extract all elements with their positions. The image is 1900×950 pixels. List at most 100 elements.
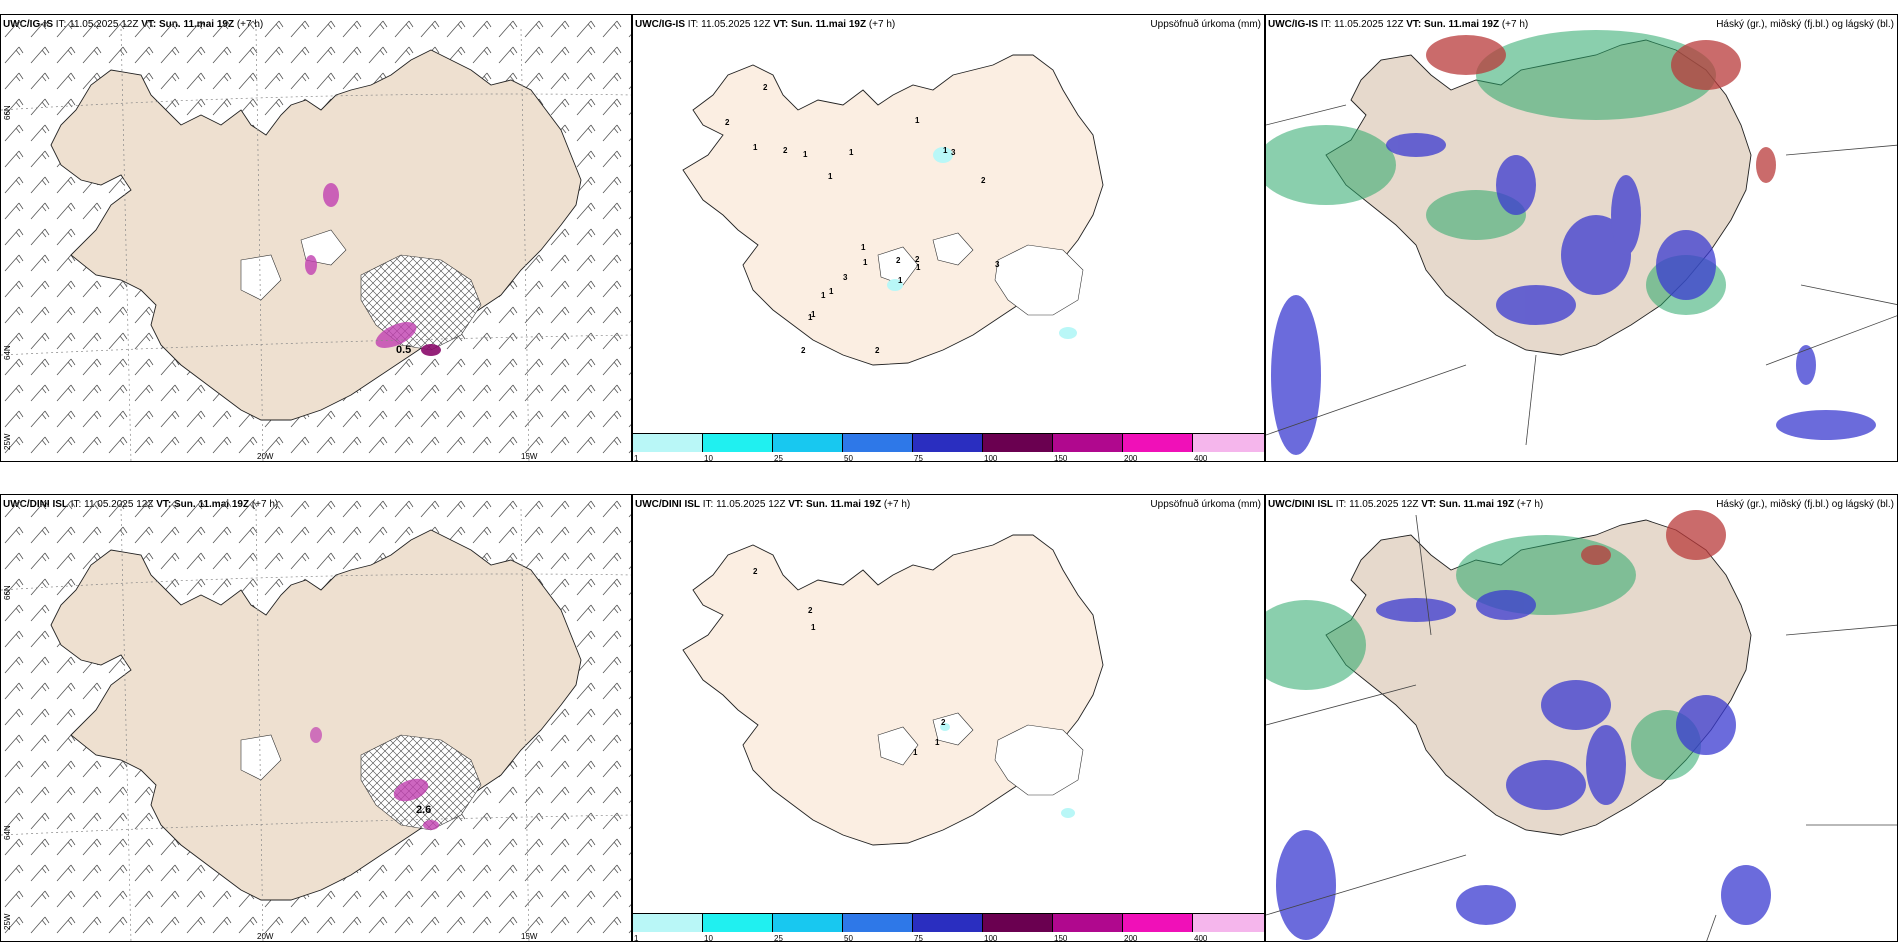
colorbar-tick-label: 200 — [1124, 934, 1138, 942]
colorbar-segment: 25 — [773, 434, 843, 461]
precip-patch — [423, 820, 439, 830]
accum-value-label: 1 — [935, 738, 940, 747]
lon-label: 20W — [257, 932, 274, 941]
cloud-panel-row2: UWC/DINI ISL IT: 11.05.2025 12Z VT: Sun.… — [1265, 494, 1898, 942]
model-name: UWC/IG-IS — [1268, 19, 1318, 30]
colorbar-segment: 1 — [633, 434, 703, 461]
glacier — [932, 712, 974, 746]
wind-map: 0.5 — [1, 15, 631, 461]
it-label: IT: — [1335, 499, 1347, 510]
init-time: 11.05.2025 12Z — [701, 19, 771, 30]
valid-time: Sun. 11.mai 19Z — [1424, 19, 1500, 30]
iceland-land — [682, 534, 1104, 846]
accum-value-label: 2 — [763, 83, 768, 92]
lon-label: 20W — [257, 452, 274, 461]
accum-value-label: 2 — [725, 118, 730, 127]
graticule — [1, 28, 631, 461]
iceland-land — [682, 54, 1104, 366]
accum-value-label: 2 — [808, 606, 813, 615]
precip-patch — [323, 183, 339, 207]
colorbar-segment: 100 — [983, 914, 1053, 941]
colorbar-segment: 200 — [1123, 434, 1193, 461]
precip-patch — [393, 778, 429, 802]
colorbar-tick-label: 400 — [1194, 934, 1208, 942]
graticule — [1266, 104, 1897, 446]
accum-value-label: 2 — [896, 256, 901, 265]
max-value-label: 0.5 — [396, 344, 411, 356]
colorbar-tick-label: 150 — [1054, 934, 1068, 942]
colorbar-tick-label: 75 — [914, 934, 923, 942]
glacier — [994, 724, 1084, 796]
glacier — [240, 254, 282, 301]
precip-patch — [421, 344, 441, 356]
precip-panel-row2: UWC/DINI ISL IT: 11.05.2025 12Z VT: Sun.… — [632, 494, 1265, 942]
valid-time: Sun. 11.mai 19Z — [806, 499, 882, 510]
init-time: 11.05.2025 12Z — [716, 499, 786, 510]
cloud-panel-row1: UWC/IG-IS IT: 11.05.2025 12Z VT: Sun. 11… — [1265, 14, 1898, 462]
model-name: UWC/IG-IS — [635, 19, 685, 30]
accum-value-label: 1 — [913, 748, 918, 757]
precip-patch — [305, 255, 317, 275]
accum-value-label: 1 — [943, 146, 948, 155]
lead-time: (+7 h) — [883, 499, 911, 510]
colorbar-tick-label: 10 — [704, 934, 713, 942]
wind-map: 2.6 — [1, 495, 631, 941]
accum-value-label: 1 — [916, 263, 921, 272]
lon-label: 15W — [521, 452, 538, 461]
precip-patch — [940, 723, 950, 731]
precip-patch — [310, 727, 322, 743]
colorbar-segment: 400 — [1193, 434, 1264, 461]
colorbar-segment: 10 — [703, 914, 773, 941]
accum-value-label: 3 — [843, 273, 848, 282]
vt-label: VT: — [788, 499, 804, 510]
lat-label: 66N — [3, 105, 12, 120]
high-cloud-layer — [1581, 510, 1726, 565]
accum-value-label: 1 — [811, 623, 816, 632]
accum-value-label: 1 — [808, 313, 813, 322]
lat-label: 66N — [3, 585, 12, 600]
colorbar-segment: 150 — [1053, 434, 1123, 461]
lat-label: 64N — [3, 825, 12, 840]
model-name: UWC/DINI ISL — [635, 499, 700, 510]
accum-value-label: 1 — [753, 143, 758, 152]
colorbar-tick-label: 10 — [704, 454, 713, 462]
accum-value-label: 1 — [828, 172, 833, 181]
accum-value-label: 2 — [875, 346, 880, 355]
panel-title: UWC/IG-IS IT: 11.05.2025 12Z VT: Sun. 11… — [1268, 19, 1528, 30]
colorbar-segment: 10 — [703, 434, 773, 461]
glacier — [932, 232, 974, 266]
panel-title: UWC/DINI ISL IT: 11.05.2025 12Z VT: Sun.… — [635, 499, 910, 510]
colorbar-tick-label: 100 — [984, 934, 998, 942]
vt-label: VT: — [773, 19, 789, 30]
lat-label: 64N — [3, 345, 12, 360]
it-label: IT: — [702, 499, 714, 510]
lon-label: 15W — [521, 932, 538, 941]
accum-labels: 2 2 1 2 1 1 — [753, 567, 946, 757]
colorbar-tick-label: 50 — [844, 454, 853, 462]
it-label: IT: — [687, 19, 699, 30]
glacier — [877, 726, 919, 766]
accum-value-label: 1 — [915, 116, 920, 125]
colorbar-segment: 200 — [1123, 914, 1193, 941]
accum-value-label: 2 — [801, 346, 806, 355]
colorbar-tick-label: 150 — [1054, 454, 1068, 462]
precip-title: Uppsöfnuð úrkoma (mm) — [1150, 19, 1261, 30]
accum-value-label: 3 — [995, 260, 1000, 269]
colorbar-segment: 50 — [843, 434, 913, 461]
colorbar-tick-label: 25 — [774, 934, 783, 942]
wind-panel-row1: UWC/IG-IS IT: 11.05.2025 12Z VT: Sun. 11… — [0, 14, 632, 462]
colorbar-segment: 25 — [773, 914, 843, 941]
panel-title: UWC/DINI ISL IT: 11.05.2025 12Z VT: Sun.… — [1268, 499, 1543, 510]
colorbar-tick-label: 1 — [634, 454, 639, 462]
accum-value-label: 2 — [783, 146, 788, 155]
glacier — [877, 246, 919, 286]
accum-value-label: 2 — [915, 255, 920, 264]
init-time: 11.05.2025 12Z — [1334, 19, 1404, 30]
graticule — [1, 508, 631, 941]
accum-value-label: 2 — [941, 718, 946, 727]
low-cloud-layer — [1271, 133, 1876, 455]
high-cloud-layer — [1426, 35, 1776, 183]
precip-title: Uppsöfnuð úrkoma (mm) — [1150, 499, 1261, 510]
